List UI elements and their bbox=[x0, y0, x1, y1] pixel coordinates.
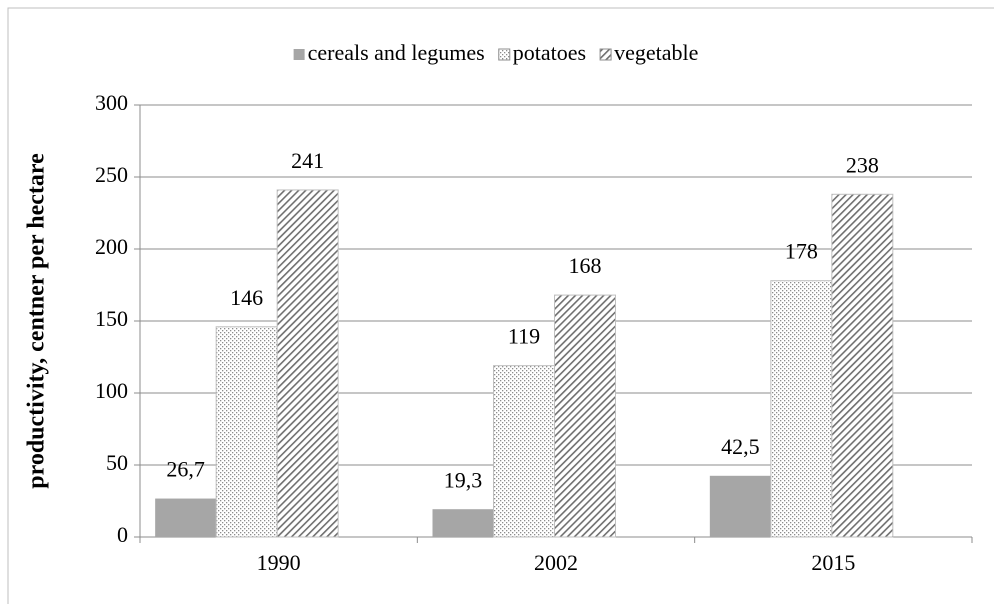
x-tick-label: 1990 bbox=[257, 550, 301, 575]
bar bbox=[709, 475, 771, 537]
legend-swatch bbox=[599, 48, 612, 61]
y-axis-label: productivity, centner per hectare bbox=[24, 153, 50, 489]
data-label: 26,7 bbox=[166, 457, 205, 482]
y-tick-label: 250 bbox=[95, 162, 128, 187]
bar bbox=[493, 365, 555, 538]
legend-swatch bbox=[498, 48, 511, 61]
bar bbox=[432, 509, 494, 537]
bar bbox=[770, 280, 833, 538]
data-label: 42,5 bbox=[721, 434, 760, 459]
data-label: 178 bbox=[785, 239, 818, 264]
data-label: 119 bbox=[508, 324, 540, 349]
y-tick-label: 300 bbox=[95, 90, 128, 115]
data-label: 168 bbox=[569, 253, 602, 278]
y-tick-label: 0 bbox=[117, 522, 128, 547]
data-label: 146 bbox=[230, 285, 263, 310]
y-tick-label: 50 bbox=[106, 450, 128, 475]
x-tick-label: 2015 bbox=[811, 550, 855, 575]
legend-label: cereals and legumes bbox=[308, 40, 485, 65]
y-tick-label: 100 bbox=[95, 378, 128, 403]
y-tick-label: 200 bbox=[95, 234, 128, 259]
data-label: 19,3 bbox=[444, 467, 483, 492]
chart-frame bbox=[7, 7, 994, 604]
legend-label: potatoes bbox=[513, 40, 586, 65]
x-tick-label: 2002 bbox=[534, 550, 578, 575]
legend-swatch bbox=[293, 49, 305, 60]
bar bbox=[215, 326, 278, 538]
data-label: 241 bbox=[291, 148, 324, 173]
bar bbox=[554, 294, 616, 538]
y-tick-label: 150 bbox=[95, 306, 128, 331]
bar bbox=[831, 193, 894, 538]
bar bbox=[155, 498, 217, 537]
bar bbox=[276, 189, 339, 538]
legend-label: vegetable bbox=[614, 40, 698, 65]
data-label: 238 bbox=[846, 152, 879, 177]
